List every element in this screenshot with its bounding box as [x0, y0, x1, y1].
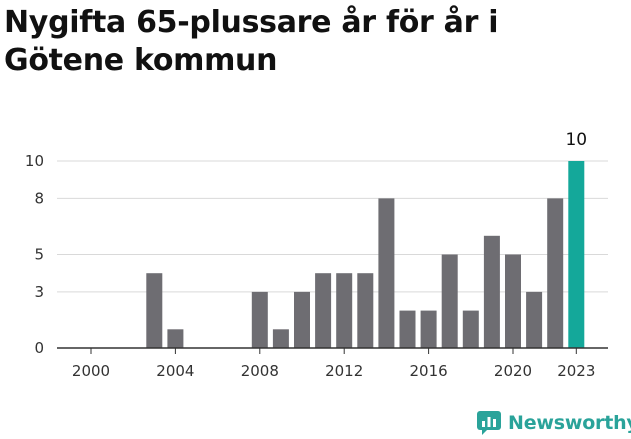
bars: [146, 161, 585, 348]
data-labels: 10: [565, 130, 587, 150]
bar-2020: [505, 254, 521, 348]
bar-2011: [315, 273, 332, 348]
bar-2016: [420, 310, 437, 348]
x-tick-label: 2008: [241, 362, 279, 380]
bar-2014: [378, 198, 395, 348]
x-tick-label: 2020: [494, 362, 532, 380]
bar-2008: [251, 291, 268, 348]
y-tick-label: 5: [34, 246, 44, 264]
x-axis-labels: 2000 2004 2008 2012 2016 2020 2023: [72, 348, 595, 380]
bar-2010: [294, 291, 310, 348]
y-axis-labels: 0 3 5 8 10: [25, 152, 44, 357]
page-title: Nygifta 65-plussare år för år i Götene k…: [4, 5, 499, 78]
chart-logo-icon: [477, 411, 501, 435]
y-tick-label: 8: [34, 189, 44, 207]
bar-2021: [526, 291, 543, 348]
y-tick-label: 3: [34, 283, 44, 301]
y-tick-label: 0: [34, 339, 44, 357]
bar-2018: [462, 310, 479, 348]
x-tick-label: 2023: [557, 362, 595, 380]
bar-2013: [357, 273, 374, 348]
bar-2022: [547, 198, 564, 348]
bar-2023: [568, 161, 585, 348]
bar-2017: [441, 254, 458, 348]
brand-name: Newsworthy: [508, 412, 631, 434]
bar-2004: [167, 329, 184, 348]
x-tick-label: 2016: [410, 362, 448, 380]
bar-2009: [272, 329, 289, 348]
x-tick-label: 2012: [325, 362, 363, 380]
bar-2015: [399, 310, 416, 348]
bar-2003: [146, 273, 163, 348]
y-tick-label: 10: [25, 152, 44, 170]
bar-2019: [483, 235, 500, 348]
newsworthy-logo: Newsworthy: [476, 408, 631, 438]
x-tick-label: 2004: [156, 362, 194, 380]
x-tick-label: 2000: [72, 362, 110, 380]
bar-2012: [336, 273, 353, 348]
grid-lines: [57, 160, 608, 293]
data-label-2023: 10: [565, 130, 587, 150]
